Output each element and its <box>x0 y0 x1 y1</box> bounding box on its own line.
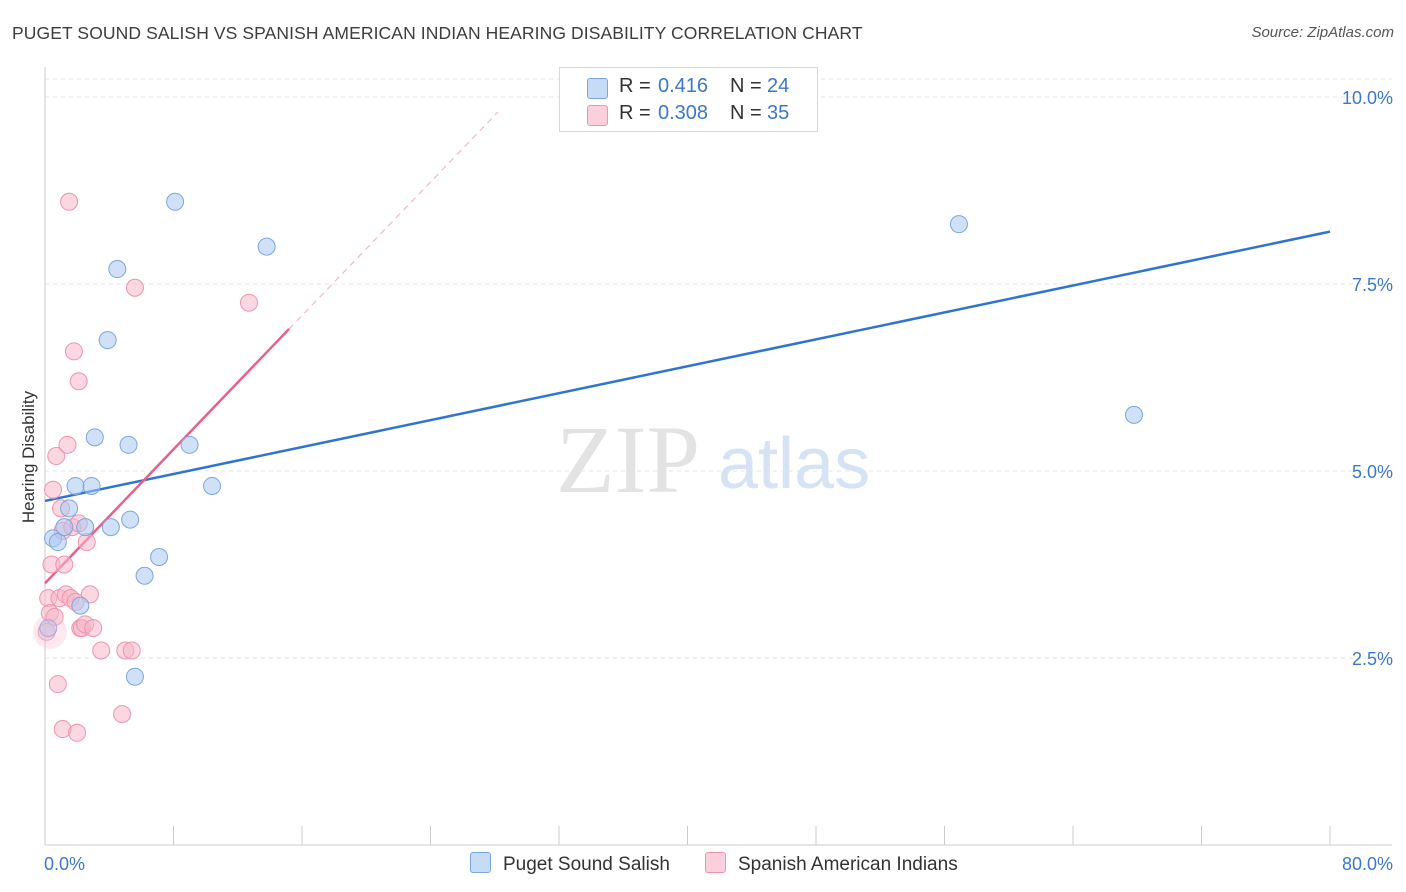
data-point-puget <box>76 518 95 537</box>
legend-n-value: 24 <box>767 75 790 97</box>
data-point-cluster <box>32 614 67 649</box>
data-point-puget <box>82 476 101 495</box>
legend-n-value: 35 <box>767 102 790 124</box>
legend-swatch-spanish <box>587 105 608 126</box>
data-points <box>32 192 1144 742</box>
data-point-puget <box>257 237 276 256</box>
data-point-puget <box>119 435 138 454</box>
data-point-puget <box>66 476 85 495</box>
y-tick-label: 7.5% <box>1352 275 1393 295</box>
legend-r-label: R = <box>619 75 651 97</box>
data-point-puget <box>48 533 67 552</box>
legend-row-puget: R = 0.416 N = 24 <box>560 74 817 101</box>
data-point-spanish <box>122 641 141 660</box>
tick-labels: 2.5% 5.0% 7.5% 10.0% 0.0% 80.0% <box>44 88 1393 874</box>
x-tick-label-min: 0.0% <box>44 854 85 874</box>
data-point-puget <box>108 260 127 279</box>
chart-title: PUGET SOUND SALISH VS SPANISH AMERICAN I… <box>12 23 863 43</box>
data-point-spanish <box>44 480 63 499</box>
data-point-puget <box>98 331 117 350</box>
data-point-puget <box>150 548 169 567</box>
data-point-spanish <box>125 278 144 297</box>
data-point-spanish <box>92 641 111 660</box>
data-point-puget <box>101 518 120 537</box>
legend-r-label: R = <box>619 102 651 124</box>
data-point-puget <box>203 476 222 495</box>
bottom-legend-label-puget: Puget Sound Salish <box>503 854 670 875</box>
legend-swatch-puget <box>587 78 608 99</box>
data-point-puget <box>166 192 185 211</box>
legend-n-label: N = <box>730 75 762 97</box>
data-point-spanish <box>68 723 87 742</box>
correlation-legend: R = 0.416 N = 24 R = 0.308 N = 35 <box>559 67 818 132</box>
data-point-spanish <box>58 435 77 454</box>
y-tick-label: 5.0% <box>1352 462 1393 482</box>
watermark-atlas: atlas <box>718 424 870 504</box>
data-point-spanish <box>69 372 88 391</box>
data-point-puget <box>125 667 144 686</box>
data-point-puget <box>180 435 199 454</box>
data-point-puget <box>60 499 79 518</box>
bottom-legend-puget: Puget Sound Salish <box>470 852 670 876</box>
source-label: Source: ZipAtlas.com <box>1251 24 1394 41</box>
data-point-spanish <box>47 447 66 466</box>
bottom-legend-label-spanish: Spanish American Indians <box>738 854 958 875</box>
data-point-spanish <box>113 705 132 724</box>
data-point-puget <box>55 518 74 537</box>
data-point-spanish <box>60 192 79 211</box>
data-point-puget <box>135 566 154 585</box>
data-point-puget <box>121 510 140 529</box>
legend-r-value: 0.308 <box>658 102 709 124</box>
data-point-puget <box>39 619 58 638</box>
watermark-zip: ZIP <box>556 406 700 513</box>
axes <box>44 67 1392 846</box>
data-point-spanish <box>64 342 83 361</box>
data-point-spanish <box>84 619 103 638</box>
bottom-legend-swatch-spanish <box>705 852 726 873</box>
data-point-spanish <box>48 675 67 694</box>
legend-n-label: N = <box>730 102 762 124</box>
bottom-legend-spanish: Spanish American Indians <box>705 852 958 876</box>
trend-line-extension-1 <box>288 111 499 330</box>
y-tick-label: 10.0% <box>1342 88 1393 108</box>
y-axis-label: Hearing Disability <box>19 390 38 523</box>
x-tick-label-max: 80.0% <box>1342 854 1393 874</box>
legend-r-value: 0.416 <box>658 75 709 97</box>
data-point-spanish <box>239 293 258 312</box>
data-point-puget <box>949 215 968 234</box>
data-point-puget <box>71 596 90 615</box>
data-point-puget <box>1125 405 1144 424</box>
grid-lines <box>45 78 1392 659</box>
y-tick-label: 2.5% <box>1352 649 1393 669</box>
watermark: ZIP atlas <box>556 406 870 513</box>
data-point-spanish <box>77 533 96 552</box>
data-point-spanish <box>55 555 74 574</box>
legend-row-spanish: R = 0.308 N = 35 <box>560 101 817 128</box>
data-point-puget <box>85 428 104 447</box>
trend-line-0 <box>44 230 1331 503</box>
bottom-legend-swatch-puget <box>470 852 491 873</box>
